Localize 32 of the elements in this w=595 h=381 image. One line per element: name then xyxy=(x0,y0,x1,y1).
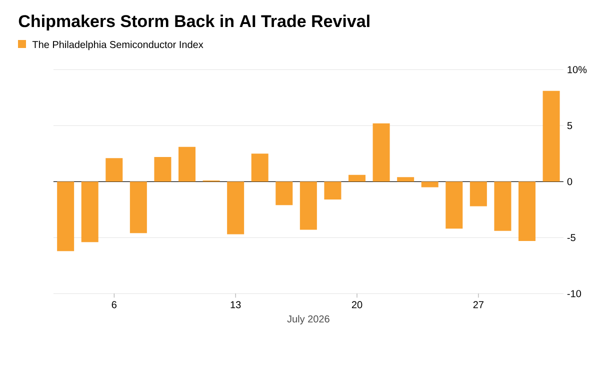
x-axis-title: July 2026 xyxy=(287,315,330,324)
bar xyxy=(154,157,172,182)
bar xyxy=(300,182,317,230)
y-tick-label: 0 xyxy=(567,178,572,186)
bar xyxy=(81,182,98,242)
bar xyxy=(324,182,342,200)
bar xyxy=(518,182,536,241)
x-tick-label: 27 xyxy=(473,301,484,308)
bar xyxy=(178,146,196,182)
bar xyxy=(421,182,438,188)
bar xyxy=(446,182,463,229)
bar xyxy=(494,182,512,231)
bar xyxy=(106,158,123,182)
bar xyxy=(542,90,560,182)
chart-title: Chipmakers Storm Back in AI Trade Revival xyxy=(18,14,370,31)
bar xyxy=(130,182,147,234)
bar xyxy=(276,182,293,206)
bar xyxy=(348,174,366,182)
y-tick-label: 10% xyxy=(568,66,587,74)
x-tick-label: 6 xyxy=(112,301,116,308)
x-tick-label: 20 xyxy=(352,301,362,308)
bar xyxy=(397,177,414,182)
bar xyxy=(57,182,74,252)
bar xyxy=(470,182,487,206)
bar xyxy=(372,123,390,182)
y-tick-label: -10 xyxy=(567,290,582,298)
x-tick-label: 13 xyxy=(230,301,241,308)
y-tick-label: -5 xyxy=(567,234,576,242)
bar xyxy=(227,182,244,234)
y-tick-label: 5 xyxy=(567,122,572,130)
bar xyxy=(251,154,268,182)
legend-label: The Philadelphia Semiconductor Index xyxy=(32,40,204,50)
